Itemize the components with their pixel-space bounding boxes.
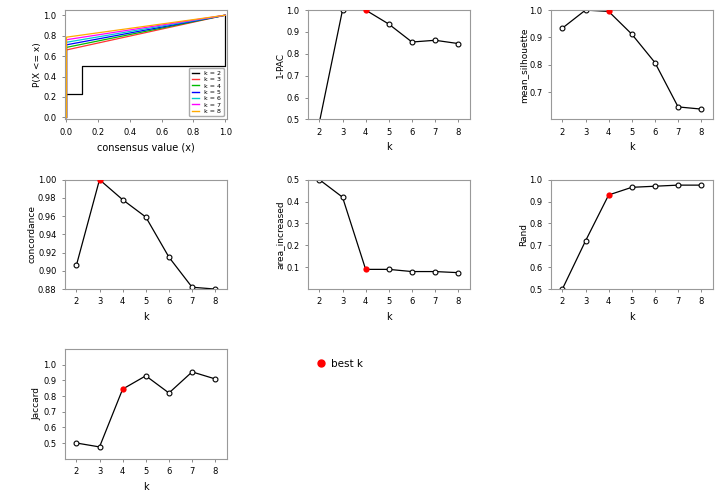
k = 8 (110, 28, 119, 34)
k = 7 (66, 36, 75, 42)
k = 5 (95, 36, 104, 42)
k = 3 (187, 20, 196, 26)
k = 5 (66, 41, 75, 47)
Y-axis label: mean_silhouette: mean_silhouette (519, 27, 528, 102)
k = 6 (63, 39, 71, 45)
k = 4 (110, 35, 119, 41)
k = 3 (66, 46, 75, 52)
k = 6 (66, 39, 75, 45)
k = 5 (187, 19, 196, 25)
k = 6 (110, 31, 119, 37)
k = 7 (221, 12, 230, 18)
Line: k = 5: k = 5 (67, 15, 225, 45)
k = 8 (70, 33, 78, 39)
X-axis label: k: k (143, 481, 148, 491)
k = 3 (110, 36, 119, 42)
Line: k = 8: k = 8 (67, 15, 225, 37)
Line: k = 6: k = 6 (67, 15, 225, 42)
X-axis label: k: k (143, 312, 148, 322)
k = 4 (95, 38, 104, 44)
k = 5 (70, 40, 78, 46)
Y-axis label: concordance: concordance (27, 205, 37, 264)
Y-axis label: Rand: Rand (519, 223, 528, 246)
k = 5 (110, 33, 119, 39)
k = 7 (110, 29, 119, 35)
k = 7 (187, 17, 196, 23)
k = 7 (208, 14, 217, 20)
k = 7 (63, 37, 71, 43)
k = 2 (78, 64, 86, 70)
Line: k = 7: k = 7 (67, 15, 225, 40)
k = 6 (208, 15, 217, 21)
k = 3 (221, 12, 230, 18)
k = 2 (78, 91, 86, 97)
k = 8 (66, 34, 75, 40)
k = 6 (70, 38, 78, 44)
k = 4 (66, 43, 75, 49)
k = 4 (221, 12, 230, 18)
k = 6 (221, 12, 230, 18)
Y-axis label: P(X <= x): P(X <= x) (33, 42, 42, 87)
k = 8 (63, 34, 71, 40)
Line: k = 3: k = 3 (67, 15, 225, 50)
k = 6 (95, 34, 104, 40)
k = 3 (208, 15, 217, 21)
Line: k = 2: k = 2 (66, 15, 225, 117)
X-axis label: k: k (386, 312, 392, 322)
Legend: k = 2, k = 3, k = 4, k = 5, k = 6, k = 7, k = 8: k = 2, k = 3, k = 4, k = 5, k = 6, k = 7… (189, 68, 224, 116)
k = 2 (221, 64, 230, 70)
k = 4 (70, 43, 78, 49)
X-axis label: k: k (629, 312, 634, 322)
k = 2 (62, 91, 71, 97)
k = 5 (63, 42, 71, 48)
k = 2 (62, 114, 71, 120)
Y-axis label: area_increased: area_increased (276, 200, 285, 269)
Y-axis label: Jaccard: Jaccard (33, 388, 42, 420)
k = 7 (70, 35, 78, 41)
k = 5 (208, 15, 217, 21)
k = 3 (95, 40, 104, 46)
Line: k = 4: k = 4 (67, 15, 225, 47)
Y-axis label: 1-PAC: 1-PAC (276, 52, 285, 78)
k = 6 (187, 18, 196, 24)
k = 4 (187, 19, 196, 25)
k = 4 (208, 15, 217, 21)
X-axis label: k: k (629, 142, 634, 152)
k = 8 (95, 30, 104, 36)
k = 3 (70, 45, 78, 51)
k = 8 (208, 14, 217, 20)
k = 8 (187, 17, 196, 23)
Legend: best k: best k (313, 354, 367, 373)
X-axis label: consensus value (x): consensus value (x) (97, 142, 194, 152)
k = 7 (95, 32, 104, 38)
k = 5 (221, 12, 230, 18)
X-axis label: k: k (386, 142, 392, 152)
k = 3 (63, 47, 71, 53)
k = 4 (63, 44, 71, 50)
k = 2 (221, 12, 230, 18)
k = 8 (221, 12, 230, 18)
